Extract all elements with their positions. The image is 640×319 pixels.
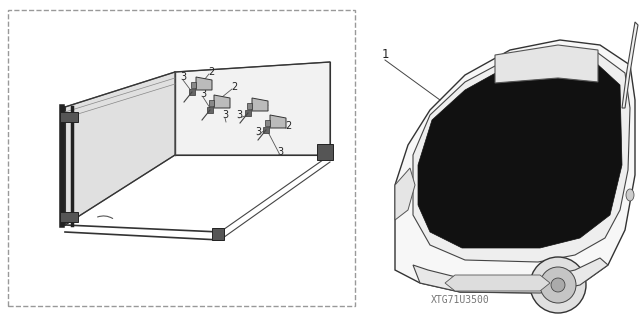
Polygon shape	[175, 62, 330, 155]
Ellipse shape	[626, 189, 634, 201]
Bar	[247, 103, 252, 109]
Bar	[317, 144, 333, 160]
Polygon shape	[622, 22, 638, 108]
Polygon shape	[413, 48, 630, 262]
Polygon shape	[395, 40, 635, 293]
Polygon shape	[270, 115, 286, 128]
Polygon shape	[214, 95, 230, 108]
Bar	[263, 127, 269, 133]
Polygon shape	[413, 258, 608, 293]
Text: 2: 2	[208, 67, 214, 77]
Text: 3: 3	[236, 110, 242, 120]
Polygon shape	[252, 98, 268, 111]
Text: 1: 1	[381, 48, 388, 62]
Bar	[265, 120, 270, 126]
Text: 3: 3	[180, 72, 186, 82]
Bar	[60, 112, 78, 122]
Bar	[60, 212, 78, 222]
Bar	[245, 110, 251, 116]
Polygon shape	[196, 77, 212, 90]
Text: 3: 3	[277, 147, 283, 157]
Bar	[8, 10, 355, 306]
Bar	[191, 82, 196, 88]
Circle shape	[540, 267, 576, 303]
Bar	[212, 228, 224, 240]
Polygon shape	[445, 275, 550, 291]
Text: 3: 3	[222, 110, 228, 120]
Text: 2: 2	[285, 121, 291, 131]
Polygon shape	[65, 72, 175, 225]
Text: 3: 3	[200, 89, 206, 99]
Circle shape	[530, 257, 586, 313]
Bar	[189, 89, 195, 95]
Polygon shape	[395, 168, 415, 220]
Text: XTG71U3500: XTG71U3500	[431, 295, 490, 305]
Bar	[207, 107, 213, 113]
Polygon shape	[418, 55, 622, 248]
Text: 3: 3	[255, 127, 261, 137]
Circle shape	[551, 278, 565, 292]
Bar	[209, 100, 214, 106]
Text: 2: 2	[262, 103, 268, 113]
Polygon shape	[495, 45, 598, 83]
Text: 2: 2	[231, 82, 237, 92]
